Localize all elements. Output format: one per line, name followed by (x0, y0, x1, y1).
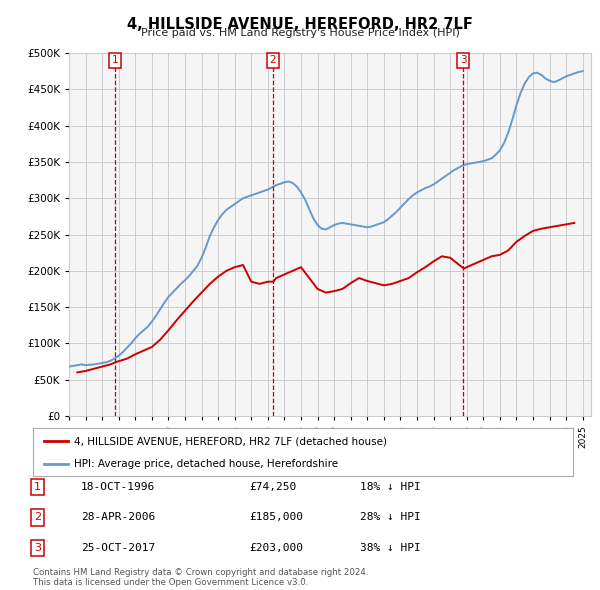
Text: 1: 1 (112, 55, 119, 65)
Text: Price paid vs. HM Land Registry's House Price Index (HPI): Price paid vs. HM Land Registry's House … (140, 28, 460, 38)
Text: Contains HM Land Registry data © Crown copyright and database right 2024.: Contains HM Land Registry data © Crown c… (33, 568, 368, 577)
Text: 18% ↓ HPI: 18% ↓ HPI (360, 482, 421, 491)
Text: 38% ↓ HPI: 38% ↓ HPI (360, 543, 421, 553)
Text: £203,000: £203,000 (249, 543, 303, 553)
Text: 1: 1 (34, 482, 41, 491)
Text: 3: 3 (460, 55, 467, 65)
Text: £185,000: £185,000 (249, 513, 303, 522)
Text: £74,250: £74,250 (249, 482, 296, 491)
Text: This data is licensed under the Open Government Licence v3.0.: This data is licensed under the Open Gov… (33, 578, 308, 587)
Text: 28-APR-2006: 28-APR-2006 (81, 513, 155, 522)
Text: 2: 2 (269, 55, 276, 65)
Text: HPI: Average price, detached house, Herefordshire: HPI: Average price, detached house, Here… (74, 459, 338, 469)
Text: 4, HILLSIDE AVENUE, HEREFORD, HR2 7LF (detached house): 4, HILLSIDE AVENUE, HEREFORD, HR2 7LF (d… (74, 436, 386, 446)
Text: 4, HILLSIDE AVENUE, HEREFORD, HR2 7LF: 4, HILLSIDE AVENUE, HEREFORD, HR2 7LF (127, 17, 473, 31)
Text: 28% ↓ HPI: 28% ↓ HPI (360, 513, 421, 522)
Text: 25-OCT-2017: 25-OCT-2017 (81, 543, 155, 553)
Text: 3: 3 (34, 543, 41, 553)
Text: 2: 2 (34, 513, 41, 522)
Text: 18-OCT-1996: 18-OCT-1996 (81, 482, 155, 491)
